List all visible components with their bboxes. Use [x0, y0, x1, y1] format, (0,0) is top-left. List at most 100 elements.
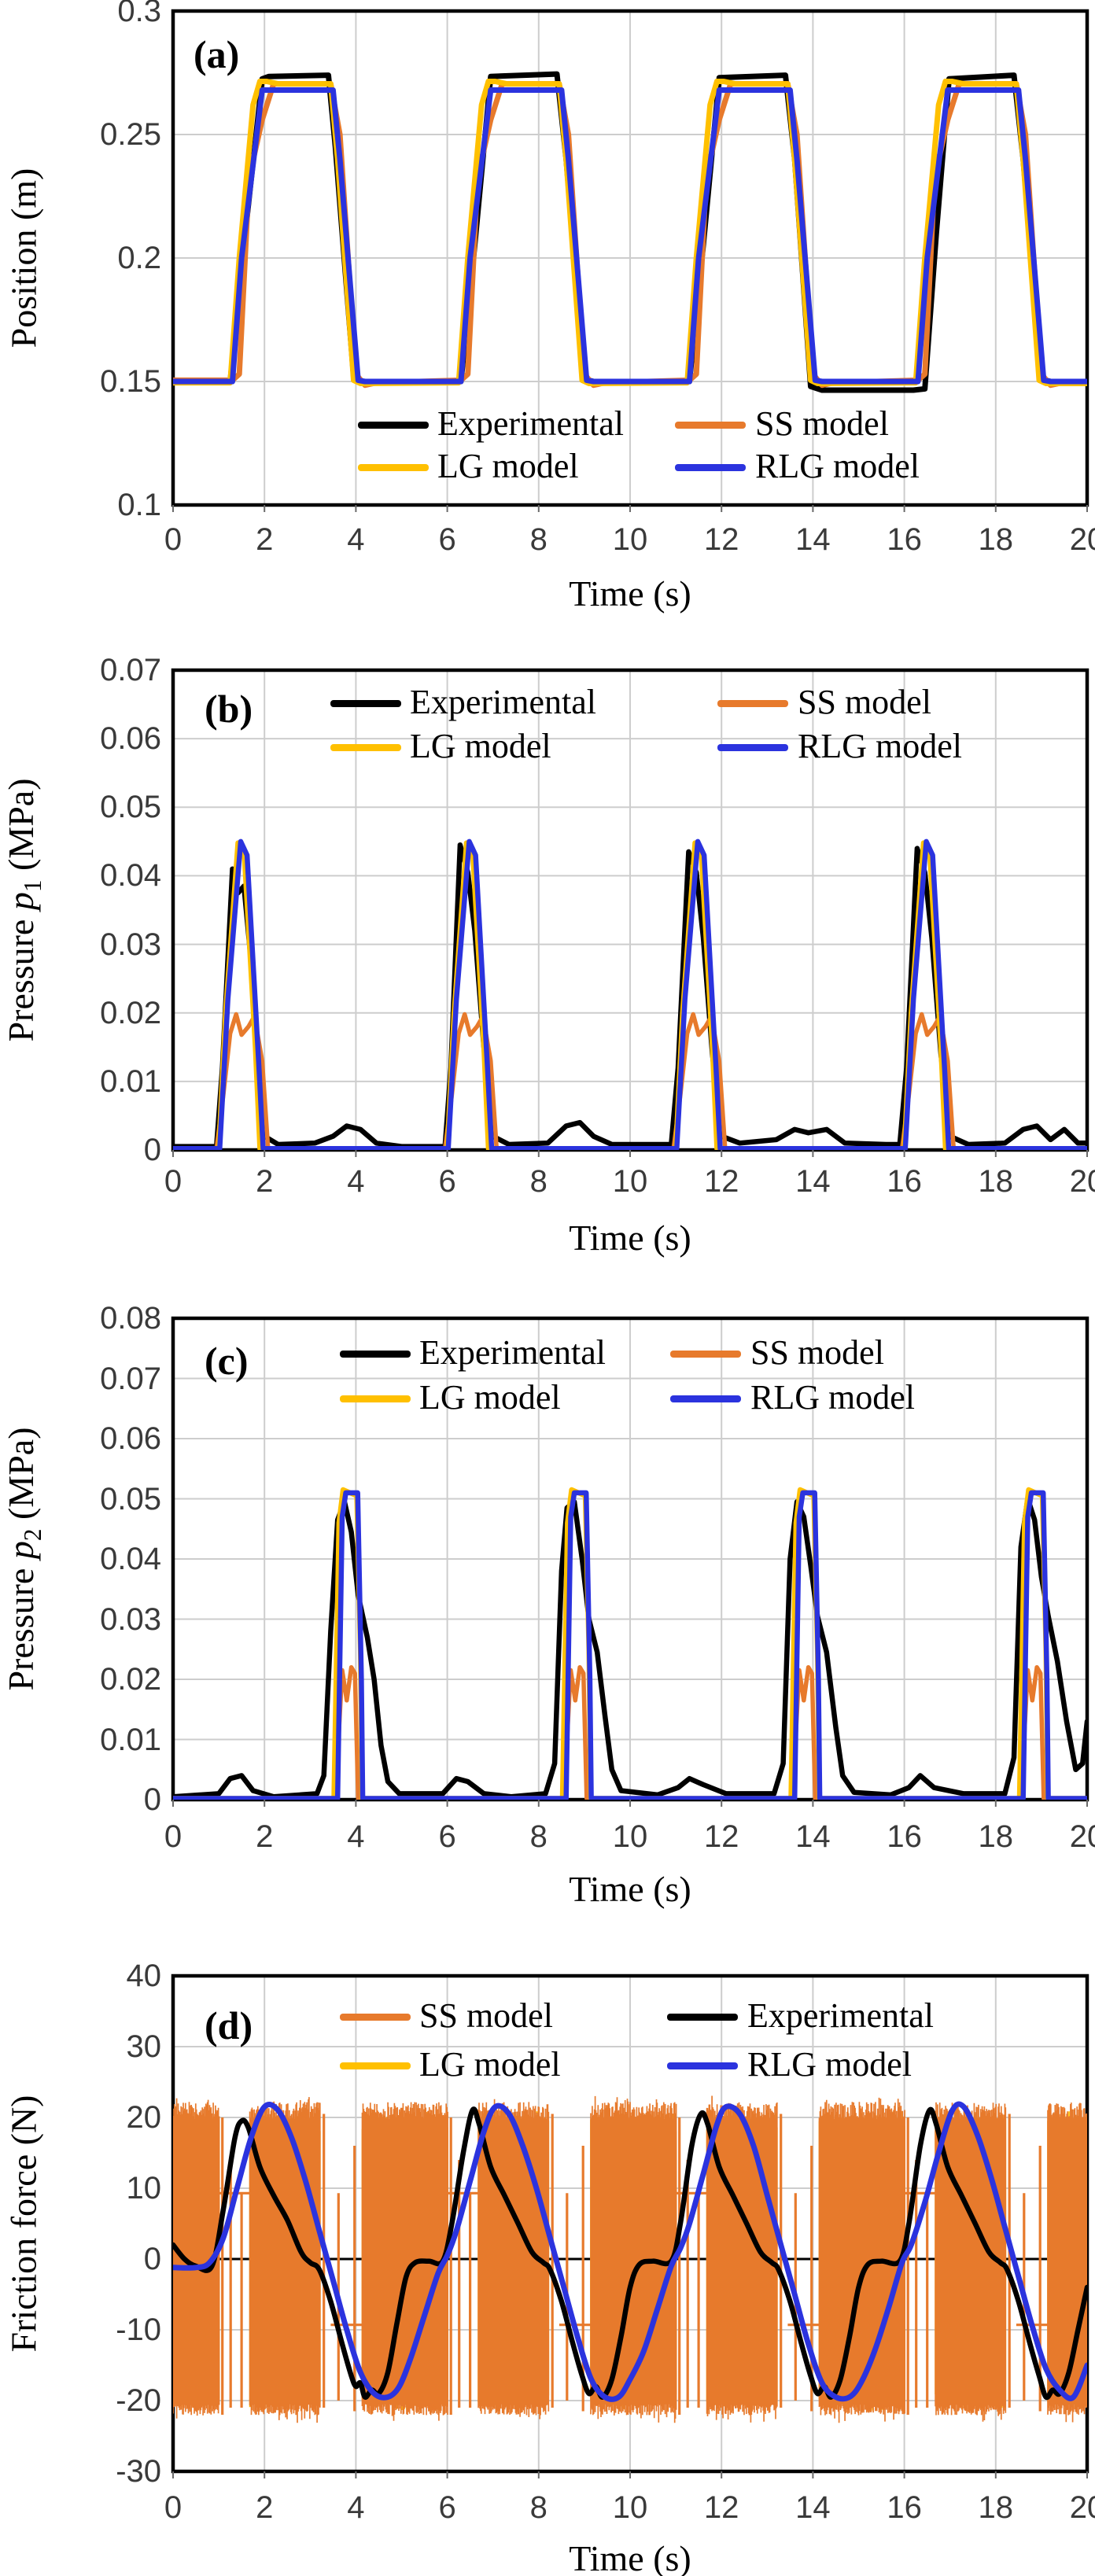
x-tick-label: 20	[1069, 522, 1095, 557]
legend-swatch-lg-model	[340, 2062, 411, 2069]
legend-label: RLG model	[798, 727, 962, 765]
y-tick-label: 20	[126, 2100, 162, 2135]
panel-b: 0.07 0.06 0.05 0.04 0.03 0.02 0.01 0 0 2 4 6 8 10 12 14…	[0, 637, 1095, 1278]
y-tick-label: 0.05	[100, 1481, 161, 1516]
x-tick-label: 8	[529, 1819, 548, 1854]
y-axis-label: Friction force (N)	[3, 2095, 44, 2353]
x-axis-label: Time (s)	[569, 573, 691, 614]
x-tick-label: 20	[1069, 2490, 1095, 2525]
x-tick-label: 6	[438, 522, 456, 557]
x-tick-label: 12	[703, 1819, 739, 1854]
legend-swatch-ss-model	[340, 2013, 411, 2021]
x-tick-label: 4	[347, 2490, 365, 2525]
y-tick-label: 40	[126, 1959, 162, 1993]
x-tick-marks	[172, 2471, 1088, 2478]
legend-swatch-rlg-model	[675, 463, 746, 471]
legend-label: LG model	[419, 2045, 561, 2084]
y-tick-label: -20	[116, 2383, 161, 2418]
y-tick-label: 0.08	[100, 1301, 161, 1336]
x-tick-label: 18	[978, 2490, 1014, 2525]
gridlines	[173, 1318, 1087, 1800]
series-rlg-model	[173, 838, 1087, 1150]
legend-swatch-experimental	[358, 421, 429, 429]
panel-letter: (a)	[194, 32, 240, 76]
x-tick-label: 20	[1069, 1819, 1095, 1854]
panel-letter: (d)	[205, 2003, 253, 2047]
x-tick-label: 8	[529, 522, 548, 557]
y-tick-label: 10	[126, 2171, 162, 2206]
y-tick-label: 0	[143, 2242, 161, 2276]
x-tick-label: 18	[978, 1819, 1014, 1854]
x-tick-label: 6	[438, 1819, 456, 1854]
legend-swatch-ss-model	[717, 699, 788, 707]
x-tick-label: 2	[256, 1819, 274, 1854]
x-tick-label: 4	[347, 1164, 365, 1199]
legend-label: RLG model	[750, 1378, 915, 1417]
x-tick-label: 20	[1069, 1164, 1095, 1199]
legend-label: Experimental	[747, 1996, 935, 2035]
series-experimental	[173, 1496, 1087, 1800]
x-tick-marks	[172, 1800, 1088, 1807]
y-tick-label: 30	[126, 2029, 162, 2064]
x-tick-label: 16	[887, 1164, 922, 1199]
legend-swatch-experimental	[330, 699, 401, 707]
x-tick-label: 14	[795, 522, 831, 557]
legend-swatch-experimental	[340, 1350, 411, 1358]
legend-swatch-lg-model	[358, 463, 429, 471]
plot-area-a	[171, 9, 1089, 512]
y-tick-label: 0.05	[100, 790, 161, 825]
x-tick-label: 16	[887, 522, 922, 557]
legend-swatch-ss-model	[675, 421, 746, 429]
y-tick-label: 0	[143, 1133, 161, 1167]
panel-d: 403020100-10-20-3002468101214161820Time …	[0, 1919, 1095, 2576]
legend-label: SS model	[419, 1996, 553, 2035]
legend-label: LG model	[437, 447, 579, 485]
y-tick-label: -30	[116, 2454, 161, 2489]
x-tick-label: 6	[438, 1164, 456, 1199]
x-tick-label: 10	[612, 2490, 648, 2525]
series-rlg-model	[173, 87, 1087, 385]
x-tick-label: 12	[703, 522, 739, 557]
legend-label: LG model	[410, 727, 551, 765]
y-tick-label: 0.04	[100, 1542, 161, 1576]
x-tick-label: 0	[164, 2490, 182, 2525]
x-tick-label: 14	[795, 1819, 831, 1854]
y-tick-label: -10	[116, 2313, 161, 2347]
legend-swatch-experimental	[667, 2013, 738, 2021]
legend-label: SS model	[750, 1333, 884, 1372]
y-axis-label: Position (m)	[3, 168, 44, 348]
x-tick-label: 0	[164, 1164, 182, 1199]
panel-letter: (c)	[205, 1339, 249, 1383]
series-rlg-model	[173, 1490, 1087, 1800]
y-tick-label: 0.2	[117, 241, 161, 275]
legend-label: RLG model	[747, 2045, 912, 2084]
y-tick-label: 0.01	[100, 1063, 161, 1099]
y-tick-label: 0.06	[100, 1421, 161, 1456]
legend-swatch-rlg-model	[717, 743, 788, 751]
x-tick-label: 10	[612, 1819, 648, 1854]
x-tick-marks	[172, 505, 1088, 512]
legend-swatch-lg-model	[330, 743, 401, 751]
legend-label: Experimental	[410, 683, 597, 721]
x-tick-label: 0	[164, 522, 182, 557]
legend-label: RLG model	[755, 447, 920, 485]
y-tick-label: 0.06	[100, 721, 161, 757]
series-experimental	[173, 2106, 1087, 2401]
x-tick-label: 18	[978, 1164, 1014, 1199]
y-tick-label: 0	[143, 1782, 161, 1817]
panel-c: 0.08 0.07 0.06 0.05 0.04 0.03 0.02 0.01 0 0 2 4 6 8 10…	[0, 1278, 1095, 1919]
y-tick-label: 0.02	[100, 995, 161, 1030]
x-tick-label: 18	[978, 522, 1014, 557]
y-tick-label: 0.3	[117, 0, 161, 28]
x-tick-label: 2	[256, 2490, 274, 2525]
y-tick-label: 0.07	[100, 653, 161, 687]
y-tick-label: 0.02	[100, 1662, 161, 1697]
x-tick-label: 10	[612, 1164, 648, 1199]
legend-swatch-ss-model	[670, 1350, 741, 1358]
plot-area-d	[171, 1973, 1089, 2478]
x-tick-label: 16	[887, 1819, 922, 1854]
x-tick-label: 14	[795, 1164, 831, 1199]
legend-label: Experimental	[419, 1333, 606, 1372]
gridlines	[173, 670, 1087, 1150]
